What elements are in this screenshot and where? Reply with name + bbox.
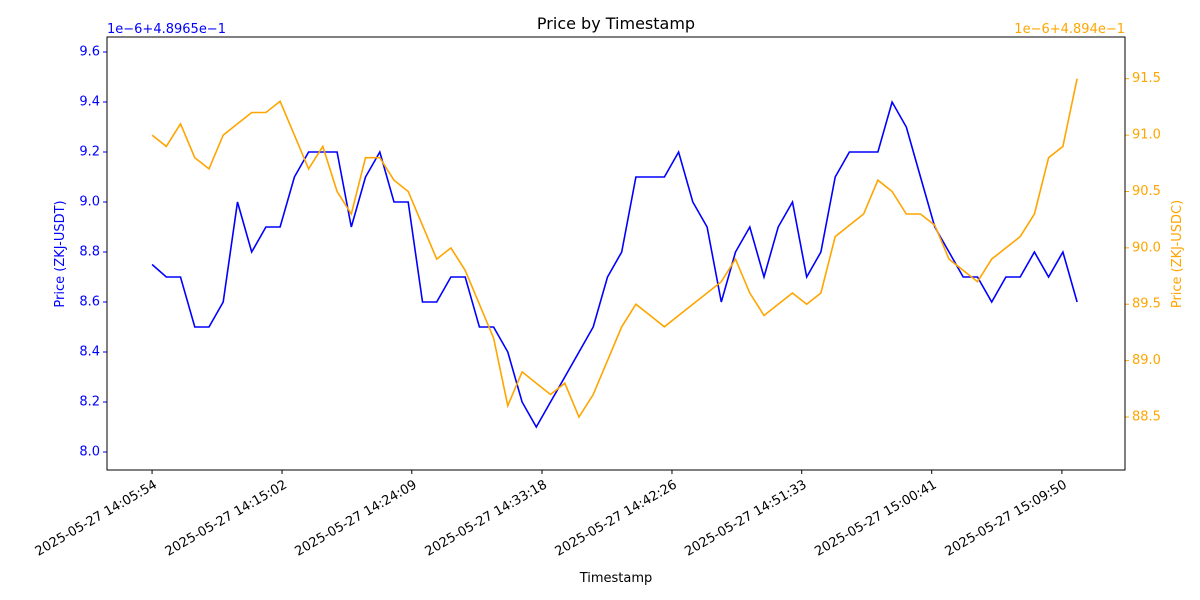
x-tick-label: 2025-05-27 15:09:50 [943, 478, 1070, 560]
y-tick-label: 8.6 [79, 295, 100, 310]
y-tick-label: 8.4 [79, 345, 100, 360]
plot-frame [106, 36, 1126, 471]
y-tick-label: 8.2 [79, 395, 100, 410]
y2-axis-label: Price (ZKJ-USDC) [1170, 200, 1185, 308]
y-tick-label: 9.0 [79, 195, 100, 210]
y-tick-label: 9.4 [79, 95, 100, 110]
series-line [151, 78, 1078, 419]
x-tick-label: 2025-05-27 14:33:18 [423, 478, 550, 560]
y-tick-label: 90.5 [1132, 184, 1161, 199]
y-tick-label: 89.5 [1132, 297, 1161, 312]
y-tick-label: 88.5 [1132, 410, 1161, 425]
y-tick-label: 9.2 [79, 145, 100, 160]
chart-title: Price by Timestamp [537, 14, 695, 33]
x-tick-label: 2025-05-27 14:05:54 [33, 478, 160, 560]
y-tick-label: 89.0 [1132, 353, 1161, 368]
y-offset-label: 1e−6+4.8965e−1 [107, 22, 226, 37]
x-tick-label: 2025-05-27 14:15:02 [163, 478, 290, 560]
series-line [151, 99, 1078, 429]
y-tick-label: 91.5 [1132, 71, 1161, 86]
y-tick-label: 91.0 [1132, 128, 1161, 143]
x-tick-label: 2025-05-27 14:24:09 [292, 478, 419, 560]
x-tick-label: 2025-05-27 14:51:33 [682, 478, 809, 560]
x-tick-label: 2025-05-27 14:42:26 [553, 478, 680, 560]
x-axis-label: Timestamp [579, 571, 653, 586]
y-tick-label: 90.0 [1132, 240, 1161, 255]
y-tick-label: 8.0 [79, 445, 100, 460]
y2-offset-label: 1e−6+4.894e−1 [1014, 22, 1125, 37]
x-tick-label: 2025-05-27 15:00:41 [812, 478, 939, 560]
y-tick-label: 9.6 [79, 45, 100, 60]
y-tick-label: 8.8 [79, 245, 100, 260]
y-axis-label: Price (ZKJ-USDT) [53, 200, 68, 307]
